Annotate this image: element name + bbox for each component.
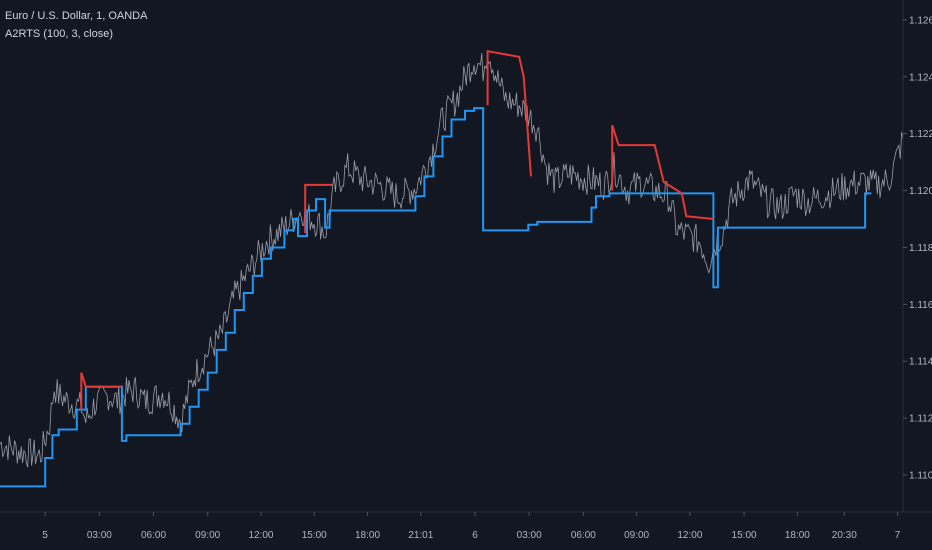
time-tick-label: 06:00 <box>571 530 596 541</box>
price-axis[interactable]: 1.1260 1.1240 1.1220 1.1200 1.1180 1.1160 1.11… <box>902 0 932 512</box>
price-tick-label: 1.1220 <box>909 129 932 140</box>
time-tick-label: 18:00 <box>355 530 380 541</box>
time-tick-label: 5 <box>42 530 48 541</box>
symbol-title: Euro / U.S. Dollar, 1, OANDA <box>5 10 148 22</box>
price-tick-label: 1.1200 <box>909 186 932 197</box>
time-tick-label: 03:00 <box>87 530 112 541</box>
time-tick-label: 15:00 <box>732 530 757 541</box>
time-axis[interactable]: 5 03:00 06:00 09:00 12:00 15:00 18:00 21:01 6 03:… <box>0 511 932 541</box>
price-tick-label: 1.1100 <box>909 471 932 482</box>
time-tick-label: 09:00 <box>624 530 649 541</box>
resistance-segment-2 <box>486 50 532 177</box>
resistance-segment-0 <box>80 372 122 410</box>
time-tick-label: 12:00 <box>248 530 273 541</box>
price-line <box>0 53 904 468</box>
time-tick-label: 6 <box>472 530 478 541</box>
price-tick-label: 1.1140 <box>909 357 932 368</box>
price-tick-label: 1.1260 <box>909 15 932 26</box>
time-tick-label: 03:00 <box>517 530 542 541</box>
price-tick-label: 1.1120 <box>909 414 932 425</box>
time-tick-label: 21:01 <box>408 530 433 541</box>
indicator-title: A2RTS (100, 3, close) <box>5 28 114 40</box>
resistance-segment-3 <box>611 124 714 220</box>
resistance-segment-1 <box>304 183 333 234</box>
price-tick-label: 1.1160 <box>909 300 932 311</box>
time-tick-label: 7 <box>895 530 901 541</box>
plot-area[interactable] <box>0 50 904 488</box>
time-tick-label: 15:00 <box>302 530 327 541</box>
support-line <box>0 107 872 488</box>
price-tick-label: 1.1240 <box>909 72 932 83</box>
time-tick-label: 06:00 <box>141 530 166 541</box>
price-tick-label: 1.1180 <box>909 243 932 254</box>
time-tick-label: 18:00 <box>785 530 810 541</box>
time-tick-label: 20:30 <box>832 530 857 541</box>
chart-legend: Euro / U.S. Dollar, 1, OANDA A2RTS (100,… <box>5 7 147 43</box>
time-tick-label: 09:00 <box>195 530 220 541</box>
time-tick-label: 12:00 <box>677 530 702 541</box>
